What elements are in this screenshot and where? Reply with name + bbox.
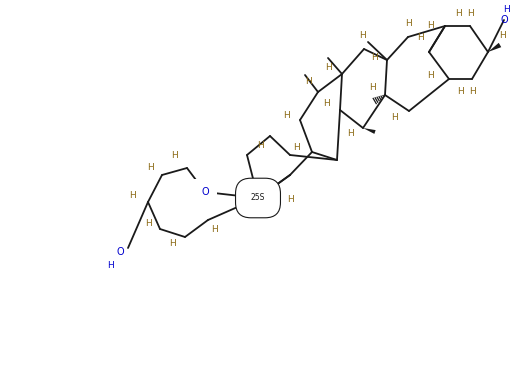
Text: H: H (325, 64, 332, 72)
Text: H: H (469, 86, 476, 96)
Text: H: H (171, 150, 178, 160)
Text: H: H (250, 182, 256, 191)
Text: H: H (416, 33, 423, 42)
Text: H: H (145, 219, 151, 227)
Text: H: H (347, 128, 353, 138)
Text: O: O (500, 15, 508, 25)
Text: H: H (503, 6, 510, 14)
Text: H: H (369, 83, 376, 92)
Text: H: H (286, 196, 293, 205)
Text: H: H (169, 240, 176, 249)
Text: H: H (293, 144, 299, 152)
Text: 25S: 25S (251, 194, 265, 202)
Text: H: H (107, 260, 113, 269)
Text: H: H (256, 141, 263, 149)
Text: H: H (324, 100, 330, 108)
Text: H: H (130, 191, 136, 199)
Text: H: H (212, 226, 219, 235)
Text: H: H (457, 86, 464, 96)
Text: O: O (201, 187, 209, 197)
Text: H: H (284, 111, 291, 119)
Text: H: H (427, 22, 434, 30)
Text: H: H (455, 9, 462, 19)
Text: H: H (427, 72, 434, 80)
Text: H: H (392, 113, 398, 122)
Text: O: O (116, 247, 124, 257)
Text: H: H (405, 19, 411, 28)
Polygon shape (363, 128, 376, 134)
Text: H: H (147, 163, 153, 172)
Text: H: H (499, 31, 506, 41)
Text: H: H (467, 9, 473, 19)
Text: H: H (370, 53, 378, 63)
Polygon shape (488, 43, 501, 52)
Text: H: H (305, 77, 311, 86)
Text: H: H (358, 31, 365, 41)
